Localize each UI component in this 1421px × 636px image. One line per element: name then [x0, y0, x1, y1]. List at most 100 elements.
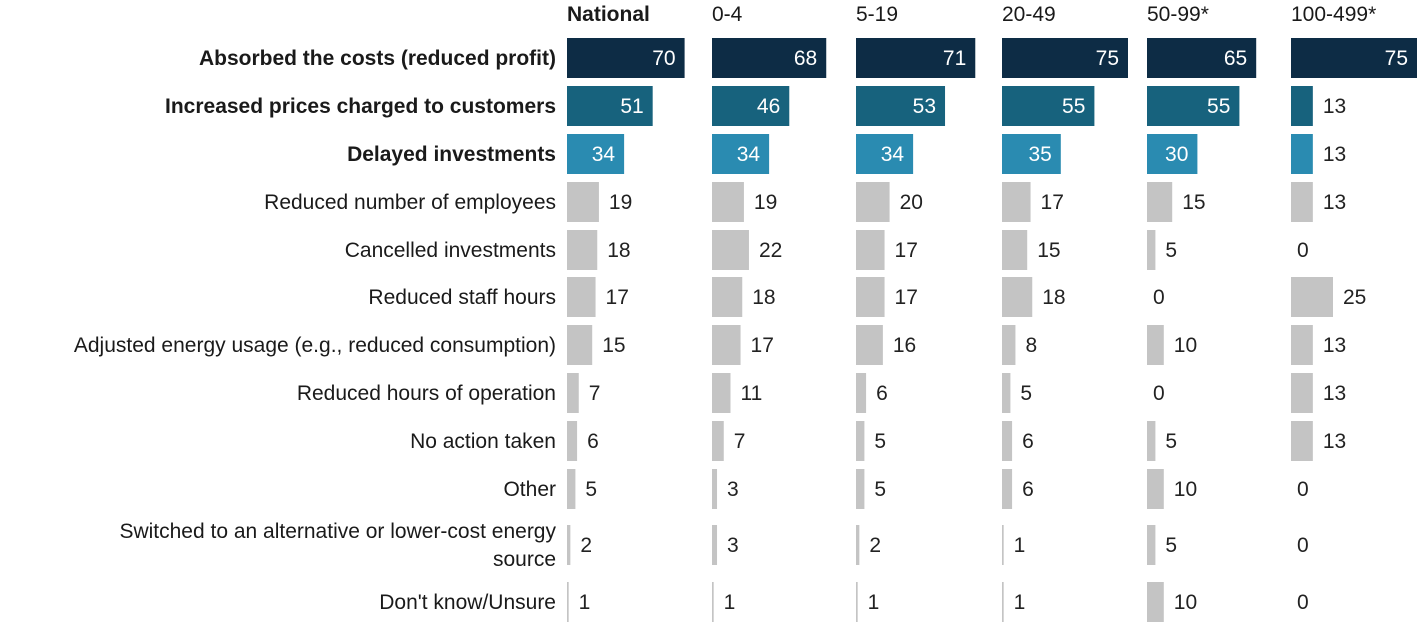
data-label: 1 [1014, 591, 1026, 614]
bar [1147, 325, 1164, 365]
bar [567, 421, 578, 461]
data-label: 13 [1323, 382, 1346, 405]
bar [712, 469, 718, 509]
data-label: 6 [876, 382, 888, 405]
bar [856, 230, 885, 270]
category-label: Other [503, 478, 556, 501]
bar [1291, 86, 1313, 126]
data-label: 0 [1297, 534, 1309, 557]
data-label: 17 [606, 286, 629, 309]
data-label: 5 [874, 430, 886, 453]
data-label: 13 [1323, 191, 1346, 214]
data-label: 8 [1025, 334, 1037, 357]
category-label: No action taken [410, 430, 556, 453]
category-label: Increased prices charged to customers [165, 95, 556, 118]
data-label: 6 [1022, 478, 1034, 501]
bar [1002, 469, 1013, 509]
bar-baseline [567, 582, 569, 622]
data-label: 5 [1165, 239, 1177, 262]
bar [1002, 230, 1028, 270]
bar [712, 230, 749, 270]
bar [1291, 134, 1313, 174]
data-label: 17 [895, 286, 918, 309]
bar [1002, 373, 1011, 413]
panel-100-499-: 100-499* 75 13 13 13 0 25 13 13 13 0 0 0 [1291, 3, 1417, 614]
bar [856, 277, 885, 317]
bar [712, 325, 741, 365]
bar [567, 182, 599, 222]
data-label: 5 [1165, 430, 1177, 453]
bar [1147, 582, 1164, 622]
bar-baseline [856, 582, 858, 622]
data-label: 10 [1174, 334, 1197, 357]
data-label: 15 [1037, 239, 1060, 262]
bar [1002, 134, 1061, 174]
data-label: 15 [1182, 191, 1205, 214]
data-label: 25 [1343, 286, 1366, 309]
bar [856, 182, 890, 222]
bar [1002, 325, 1016, 365]
data-label: 75 [1096, 47, 1119, 70]
data-label: 5 [874, 478, 886, 501]
data-label: 34 [592, 143, 616, 166]
category-label: Reduced hours of operation [297, 382, 556, 405]
bar [1147, 86, 1240, 126]
bar [1147, 469, 1164, 509]
bar [1291, 373, 1313, 413]
panel-0-4: 0-4 68 46 34 19 22 18 17 11 7 3 3 1 [712, 3, 827, 622]
bar [567, 86, 653, 126]
panel-header: 5-19 [856, 3, 898, 26]
data-label: 19 [609, 191, 632, 214]
bar [712, 421, 724, 461]
bar [1002, 86, 1095, 126]
data-label: 17 [751, 334, 774, 357]
data-label: 10 [1174, 478, 1197, 501]
bar [1291, 421, 1313, 461]
panel-5-19: 5-19 71 53 34 20 17 17 16 6 5 5 2 1 [856, 3, 976, 622]
category-label: Cancelled investments [345, 239, 556, 262]
data-label: 20 [900, 191, 923, 214]
data-label: 13 [1323, 143, 1346, 166]
bar [567, 373, 579, 413]
category-label: Reduced staff hours [368, 286, 556, 309]
bar [567, 525, 571, 565]
data-label: 2 [580, 534, 592, 557]
data-label: 53 [913, 95, 936, 118]
bar [1147, 182, 1173, 222]
category-label: Adjusted energy usage (e.g., reduced con… [74, 334, 556, 357]
bar [1002, 38, 1128, 78]
category-label: Absorbed the costs (reduced profit) [199, 47, 556, 70]
data-label: 1 [868, 591, 880, 614]
bar [1147, 421, 1156, 461]
data-label: 11 [740, 382, 762, 405]
panel-header: 100-499* [1291, 3, 1376, 26]
data-label: 70 [652, 47, 675, 70]
bar [1291, 277, 1333, 317]
bar [1291, 38, 1417, 78]
data-label: 18 [1042, 286, 1065, 309]
data-label: 1 [724, 591, 736, 614]
bar-baseline [1002, 525, 1004, 565]
bar-baseline [712, 582, 714, 622]
bar [1002, 182, 1031, 222]
data-label: 3 [727, 534, 739, 557]
data-label: 3 [727, 478, 739, 501]
data-label: 22 [759, 239, 782, 262]
data-label: 34 [737, 143, 761, 166]
data-label: 7 [589, 382, 601, 405]
bar [856, 325, 883, 365]
bar [1002, 277, 1033, 317]
data-label: 55 [1062, 95, 1085, 118]
bar [1291, 325, 1313, 365]
category-label: Reduced number of employees [264, 191, 556, 214]
bar [856, 86, 946, 126]
data-label: 2 [869, 534, 881, 557]
data-label: 16 [893, 334, 916, 357]
data-label: 68 [794, 47, 817, 70]
data-label: 13 [1323, 430, 1346, 453]
bar [712, 373, 731, 413]
data-label: 71 [943, 47, 966, 70]
data-label: 1 [579, 591, 591, 614]
bar [712, 134, 770, 174]
